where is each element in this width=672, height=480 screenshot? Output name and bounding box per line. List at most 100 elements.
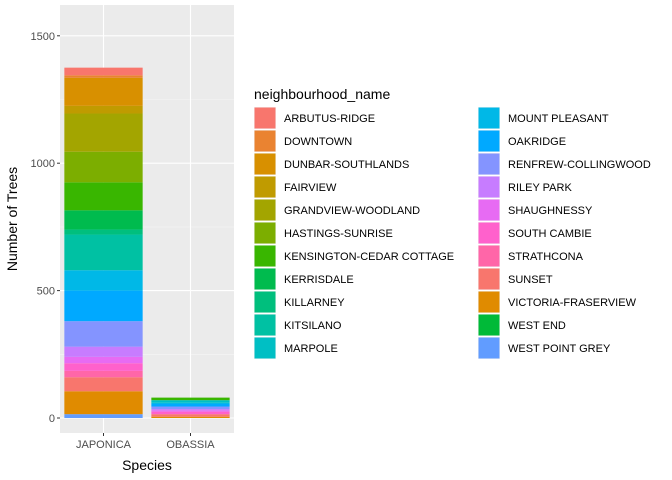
legend-label: DOWNTOWN: [284, 136, 352, 148]
bar-segment-japonica-fairview: [64, 105, 143, 114]
bar-segment-japonica-riley-park: [64, 346, 143, 357]
bar-segment-japonica-renfrew-collingwood: [64, 321, 143, 347]
legend-swatch: [478, 199, 500, 221]
legend-item-grandview-woodland: GRANDVIEW-WOODLAND: [254, 199, 420, 221]
legend-label: FAIRVIEW: [284, 182, 337, 194]
bar-segment-japonica-kitsilano: [64, 234, 143, 271]
bar-segment-japonica-oakridge: [64, 290, 143, 322]
legend-swatch: [254, 268, 276, 290]
legend-item-victoria-fraserview: VICTORIA-FRASERVIEW: [478, 291, 637, 313]
legend-swatch: [254, 314, 276, 336]
bar-segment-obassia-oakridge: [151, 403, 230, 407]
bar-segment-obassia-shaughnessy: [151, 410, 230, 412]
legend-item-arbutus-ridge: ARBUTUS-RIDGE: [254, 107, 375, 129]
bar-segment-japonica-victoria-fraserview: [64, 391, 143, 415]
bar-segment-japonica-grandview-woodland: [64, 113, 143, 152]
bar-segment-japonica-arbutus-ridge: [64, 67, 143, 76]
y-axis-title: Number of Trees: [4, 167, 20, 271]
legend-label: SOUTH CAMBIE: [508, 228, 592, 240]
legend-swatch: [478, 314, 500, 336]
bar-segment-japonica-dunbar-southlands: [64, 77, 143, 106]
legend-item-mount-pleasant: MOUNT PLEASANT: [478, 107, 609, 129]
legend-swatch: [254, 107, 276, 129]
legend-swatch: [478, 268, 500, 290]
legend-item-killarney: KILLARNEY: [254, 291, 345, 313]
legend-swatch: [478, 107, 500, 129]
bar-segment-japonica-shaughnessy: [64, 356, 143, 364]
x-axis-title: Species: [122, 457, 172, 473]
legend-swatch: [478, 130, 500, 152]
legend-item-strathcona: STRATHCONA: [478, 245, 584, 267]
bar-segment-obassia-victoria-fraserview: [151, 416, 230, 418]
legend-swatch: [254, 337, 276, 359]
x-axis: JAPONICA OBASSIA: [76, 433, 215, 451]
legend-swatch: [254, 176, 276, 198]
legend-swatch: [478, 176, 500, 198]
legend-label: KERRISDALE: [284, 274, 354, 286]
bar-segment-obassia-south-cambie: [151, 411, 230, 415]
legend-item-downtown: DOWNTOWN: [254, 130, 352, 152]
legend-label: SHAUGHNESSY: [508, 205, 593, 217]
bar-segment-japonica-kensington-cedar-cottage: [64, 182, 143, 211]
legend-label: SUNSET: [508, 274, 553, 286]
legend-label: WEST POINT GREY: [508, 343, 611, 355]
legend-label: MARPOLE: [284, 343, 338, 355]
legend: neighbourhood_name ARBUTUS-RIDGE DOWNTOWN…: [254, 86, 651, 359]
legend-label: ARBUTUS-RIDGE: [284, 113, 375, 125]
legend-swatch: [254, 153, 276, 175]
legend-title: neighbourhood_name: [254, 86, 390, 102]
legend-label: WEST END: [508, 320, 566, 332]
legend-item-hastings-sunrise: HASTINGS-SUNRISE: [254, 222, 393, 244]
legend-label: DUNBAR-SOUTHLANDS: [284, 159, 409, 171]
legend-item-kitsilano: KITSILANO: [254, 314, 342, 336]
bar-segment-japonica-south-cambie: [64, 363, 143, 371]
bar-segment-obassia-kensington-cedar-cottage: [151, 397, 230, 401]
bar-stacks: [64, 67, 230, 418]
legend-item-west-point-grey: WEST POINT GREY: [478, 337, 611, 359]
bar-segment-japonica-downtown: [64, 75, 143, 78]
y-tick-label: 500: [37, 286, 55, 298]
legend-swatch: [478, 291, 500, 313]
y-tick-label: 1500: [31, 31, 55, 43]
legend-item-kensington-cedar-cottage: KENSINGTON-CEDAR COTTAGE: [254, 245, 454, 267]
legend-item-west-end: WEST END: [478, 314, 566, 336]
legend-item-marpole: MARPOLE: [254, 337, 338, 359]
legend-swatch: [478, 222, 500, 244]
legend-label: OAKRIDGE: [508, 136, 566, 148]
legend-item-oakridge: OAKRIDGE: [478, 130, 566, 152]
bar-segment-obassia-mount-pleasant: [151, 402, 230, 404]
legend-label: MOUNT PLEASANT: [508, 113, 609, 125]
bar-segment-japonica-strathcona: [64, 370, 143, 378]
legend-label: KITSILANO: [284, 320, 342, 332]
legend-label: HASTINGS-SUNRISE: [284, 228, 393, 240]
legend-label: STRATHCONA: [508, 251, 584, 263]
bar-segment-japonica-kerrisdale: [64, 210, 143, 230]
bar-segment-obassia-sunset: [151, 414, 230, 417]
y-axis: 0 500 1000 1500: [31, 31, 60, 425]
x-tick-label-japonica: JAPONICA: [76, 439, 132, 451]
bar-segment-japonica-hastings-sunrise: [64, 151, 143, 183]
legend-item-south-cambie: SOUTH CAMBIE: [478, 222, 592, 244]
legend-swatch: [254, 199, 276, 221]
legend-item-renfrew-collingwood: RENFREW-COLLINGWOOD: [478, 153, 651, 175]
legend-label: GRANDVIEW-WOODLAND: [284, 205, 420, 217]
y-tick-label: 0: [49, 413, 55, 425]
bar-segment-japonica-mount-pleasant: [64, 270, 143, 291]
bar-segment-japonica-sunset: [64, 377, 143, 392]
bar-segment-obassia-marpole: [151, 400, 230, 403]
legend-swatch: [478, 245, 500, 267]
legend-label: RENFREW-COLLINGWOOD: [508, 159, 651, 171]
legend-swatch: [254, 245, 276, 267]
legend-item-riley-park: RILEY PARK: [478, 176, 572, 198]
bar-segment-obassia-riley-park: [151, 409, 230, 411]
legend-label: KENSINGTON-CEDAR COTTAGE: [284, 251, 454, 263]
legend-item-shaughnessy: SHAUGHNESSY: [478, 199, 593, 221]
legend-label: KILLARNEY: [284, 297, 345, 309]
legend-swatch: [254, 130, 276, 152]
legend-swatch: [254, 291, 276, 313]
y-tick-label: 1000: [31, 158, 55, 170]
legend-swatch: [254, 222, 276, 244]
legend-label: RILEY PARK: [508, 182, 572, 194]
legend-swatch: [478, 153, 500, 175]
